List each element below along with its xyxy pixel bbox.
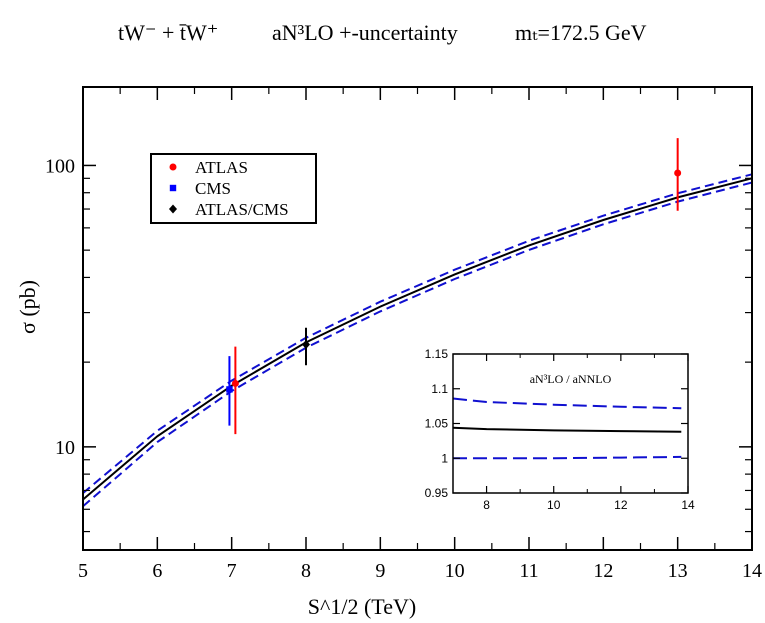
marker-circle xyxy=(674,169,682,177)
marker-diamond xyxy=(302,340,310,350)
inset-curve-lower xyxy=(453,455,682,460)
x-tick-label: 10 xyxy=(445,560,465,582)
x-tick-label: 7 xyxy=(227,560,237,582)
y-tick-label: 100 xyxy=(45,155,75,177)
legend: ATLAS CMS ATLAS/CMS xyxy=(150,153,317,224)
marker-diamond xyxy=(169,204,177,214)
data-points xyxy=(226,138,682,435)
chart-title-process: tW⁻ + t̄W⁺ xyxy=(118,20,218,45)
legend-box xyxy=(150,153,317,224)
x-axis-label: S^1/2 (TeV) xyxy=(308,594,416,619)
data-point-atlas-3 xyxy=(674,138,682,211)
chart-title-mass: mₜ=172.5 GeV xyxy=(515,20,647,45)
chart-title-order: aN³LO +-uncertainty xyxy=(272,20,458,45)
inset-curve-central xyxy=(452,426,682,433)
x-tick-label: 9 xyxy=(375,560,385,582)
legend-item-atlas-cms: ATLAS/CMS xyxy=(169,200,289,219)
legend-item-atlas: ATLAS xyxy=(169,158,248,177)
data-point-atlas-0 xyxy=(231,346,239,435)
main-curves xyxy=(82,173,753,508)
inset-x-tick-label: 12 xyxy=(614,498,628,512)
x-tick-label: 6 xyxy=(152,560,162,582)
y-tick-label: 10 xyxy=(55,437,75,459)
inset-y-tick-label: 1 xyxy=(441,451,448,465)
inset-x-tick-label: 8 xyxy=(483,498,490,512)
x-tick-label: 5 xyxy=(78,560,88,582)
inset-y-tick-label: 1.05 xyxy=(425,417,449,431)
inset-y-tick-label: 1.15 xyxy=(425,347,449,361)
x-tick-label: 11 xyxy=(519,560,538,582)
curve-central xyxy=(82,177,753,501)
x-tick-label: 8 xyxy=(301,560,311,582)
curve-upper xyxy=(82,173,753,494)
legend-label: ATLAS xyxy=(195,158,248,177)
inset-border xyxy=(452,353,689,494)
inset-curve-upper xyxy=(452,397,682,410)
main-plot-frame xyxy=(82,86,753,551)
x-tick-label: 12 xyxy=(593,560,613,582)
inset-background xyxy=(453,354,688,493)
legend-label: ATLAS/CMS xyxy=(195,200,289,219)
ratio-inset: 8 10 12 14 0.95 1 1.05 1.1 1.15 aN³LO / aNNLO xyxy=(425,347,695,512)
marker-circle xyxy=(231,379,239,387)
plot-border xyxy=(82,86,753,551)
inset-x-tick-label: 10 xyxy=(547,498,561,512)
x-tick-label: 14 xyxy=(742,560,762,582)
legend-label: CMS xyxy=(195,179,231,198)
data-point-cms-1 xyxy=(226,356,233,426)
inset-y-tick-label: 0.95 xyxy=(425,486,449,500)
x-tick-label: 13 xyxy=(668,560,688,582)
marker-circle xyxy=(169,163,177,171)
legend-item-cms: CMS xyxy=(169,179,231,198)
inset-y-tick-label: 1.1 xyxy=(431,382,448,396)
inset-title: aN³LO / aNNLO xyxy=(530,372,612,386)
inset-x-tick-label: 14 xyxy=(681,498,695,512)
curve-lower xyxy=(82,181,753,508)
marker-square xyxy=(169,184,177,192)
marker-square xyxy=(226,386,233,393)
y-axis-label: σ (pb) xyxy=(15,280,40,334)
data-point-atlas-cms-2 xyxy=(302,327,310,366)
